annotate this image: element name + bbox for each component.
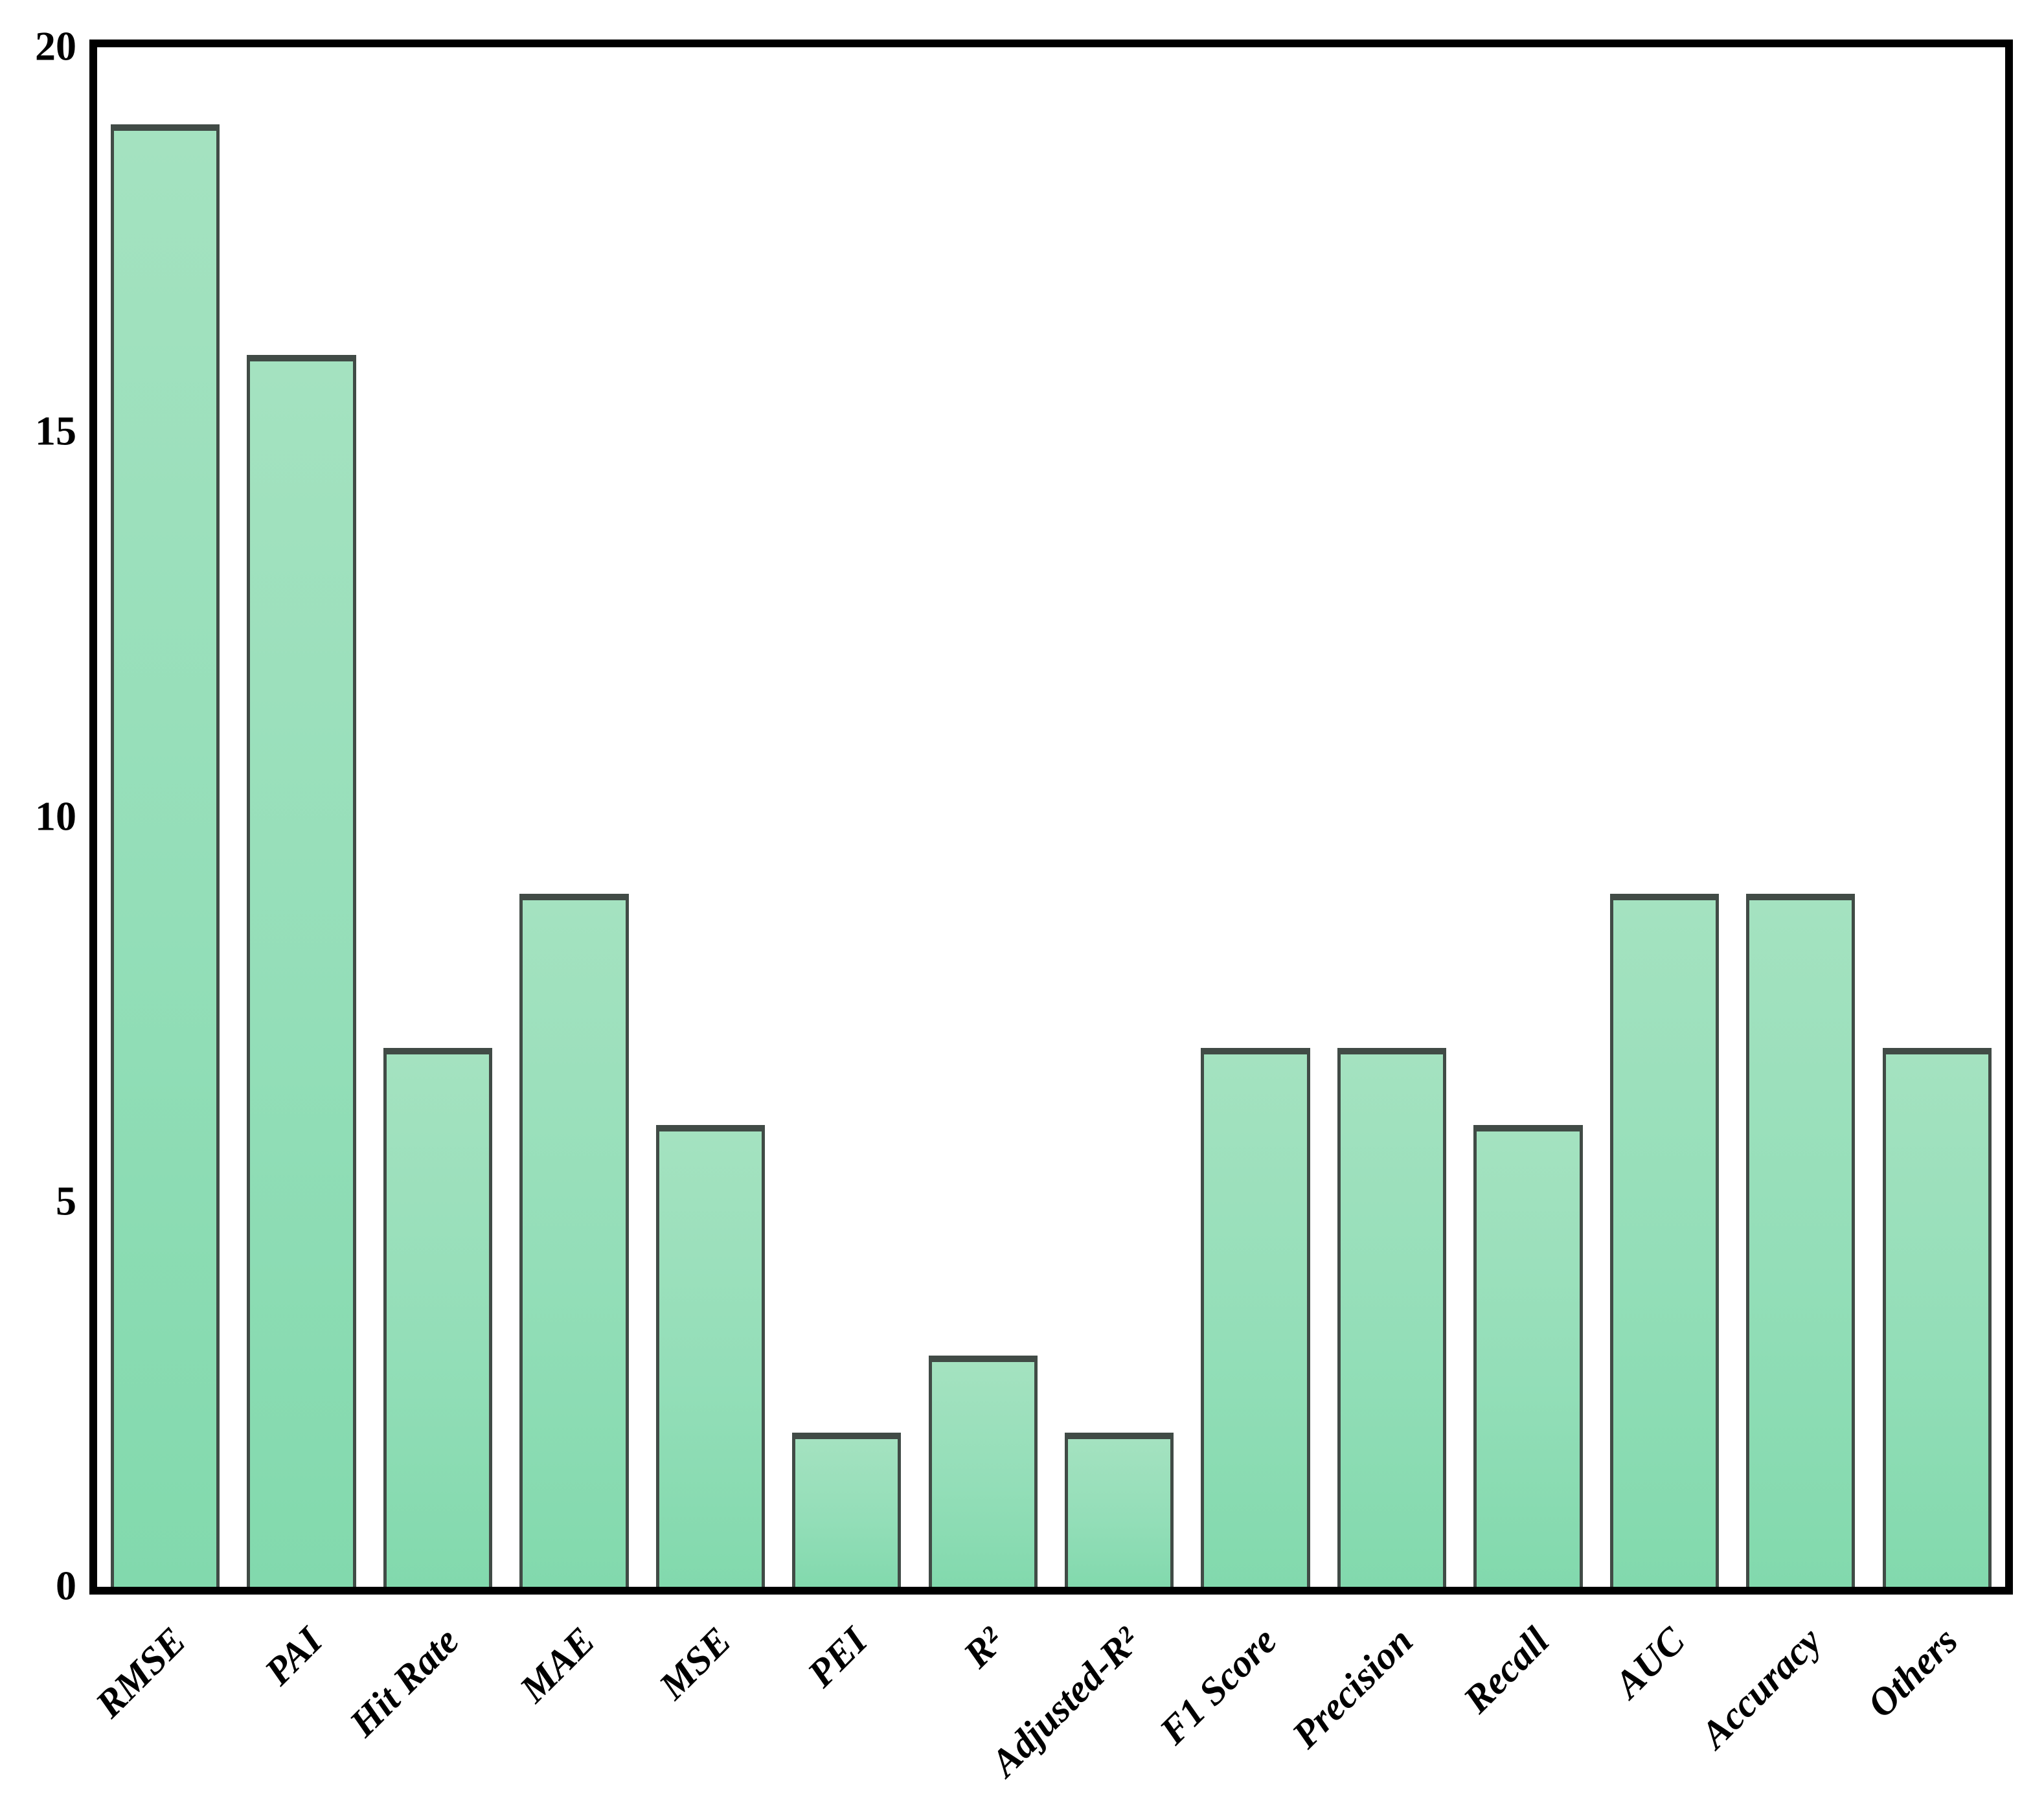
bar-mse [655,1124,766,1587]
x-tick-slot-mse: MSE [642,1610,778,1807]
x-tick-label-mae: MAE [512,1619,604,1710]
x-tick-label-pai: PAI [256,1619,331,1694]
bar-slot-adjusted-r [1051,47,1187,1587]
plot-area [89,40,2013,1595]
x-tick-label-r: R² [955,1619,1012,1676]
bar-slot-mse [642,47,778,1587]
bar-auc [1609,894,1720,1587]
bar-slot-hit-rate [370,47,506,1587]
bar-mae [519,894,629,1587]
x-tick-slot-accuracy: Accuracy [1692,1610,1868,1807]
bar-slot-recall [1460,47,1596,1587]
x-tick-slot-recall: Recall [1455,1610,1596,1807]
x-tick-slot-pei: PEI [778,1610,914,1807]
x-tick-label-recall: Recall [1455,1619,1557,1722]
x-tick-label-pei: PEI [799,1619,876,1696]
bar-slot-mae [506,47,642,1587]
bar-pai [247,355,356,1587]
x-tick-slot-rmse: RMSE [87,1610,233,1807]
bar-slot-f1-score [1187,47,1323,1587]
bar-r [928,1356,1038,1587]
x-tick-slot-hit-rate: Hit Rate [341,1610,506,1807]
y-tick-label-10: 10 [35,793,76,839]
bar-slot-pei [778,47,914,1587]
bar-slot-rmse [97,47,233,1587]
bar-adjusted-r [1065,1433,1174,1587]
bar-slot-accuracy [1732,47,1868,1587]
x-tick-label-rmse: RMSE [87,1619,194,1726]
x-axis-tick-labels: RMSE PAI Hit Rate MAE MSE PEI R² Adjusted-R² F1 … [87,1610,2005,1807]
bar-f1-score [1201,1048,1310,1587]
bar-accuracy [1746,894,1856,1587]
bar-slot-r [915,47,1051,1587]
x-tick-label-auc: AUC [1606,1619,1694,1706]
bar-rmse [111,124,220,1587]
x-tick-label-mse: MSE [651,1619,740,1708]
bar-recall [1473,1124,1583,1587]
bar-slot-pai [233,47,369,1587]
bar-hit-rate [383,1048,493,1587]
bar-pei [792,1433,902,1587]
y-tick-label-20: 20 [35,23,76,69]
bar-precision [1337,1048,1447,1587]
y-tick-label-5: 5 [56,1177,76,1224]
y-tick-label-15: 15 [35,407,76,454]
bar-slot-auc [1596,47,1732,1587]
x-tick-slot-mae: MAE [506,1610,642,1807]
bars-container [97,47,2005,1587]
x-tick-slot-others: Others [1859,1610,2004,1807]
bar-slot-others [1868,47,2004,1587]
x-tick-slot-precision: Precision [1284,1610,1460,1807]
x-tick-label-others: Others [1859,1619,1966,1726]
bar-slot-precision [1324,47,1460,1587]
y-tick-label-0: 0 [56,1562,76,1609]
bar-others [1882,1048,1992,1587]
